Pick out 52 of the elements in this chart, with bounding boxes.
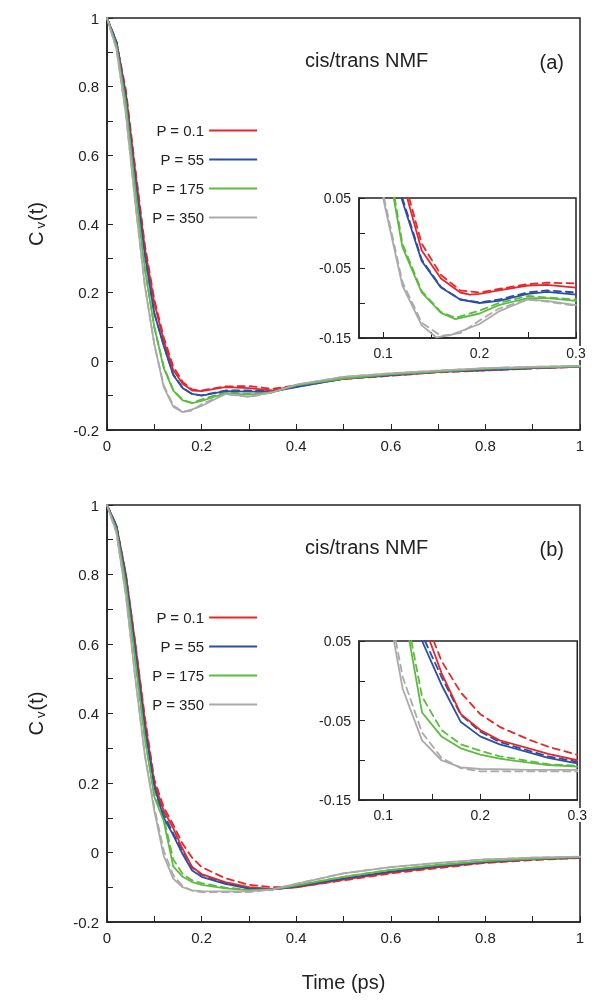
- y-axis-title: Cv(t): [25, 202, 48, 246]
- y-tick-label: 0.6: [78, 635, 99, 653]
- x-tick-label: 0.3: [567, 807, 588, 823]
- annotation: (b): [539, 538, 565, 560]
- y-tick-label: 0.05: [323, 633, 352, 649]
- y-tick-label: 0.8: [78, 566, 99, 583]
- x-tick-label: 0.3: [566, 345, 586, 361]
- legend-label: P = 0.1: [156, 122, 205, 139]
- y-tick-label: 0.2: [78, 284, 99, 302]
- legend-label: P = 0.1: [156, 609, 205, 626]
- y-tick-label: -0.2: [73, 913, 99, 931]
- x-tick-label: 0.4: [285, 929, 307, 946]
- x-tick-label: 1: [575, 929, 585, 946]
- y-tick-label: -0.05: [319, 712, 352, 729]
- x-tick-label: 0.2: [191, 437, 213, 454]
- x-tick-label: 0.6: [380, 437, 402, 454]
- x-axis-title: Time (ps): [301, 971, 386, 993]
- x-tick-label: 0.2: [469, 345, 490, 361]
- x-tick-label: 0.1: [373, 345, 394, 361]
- x-tick-label: 0.1: [373, 807, 394, 823]
- legend-label: P = 175: [152, 667, 205, 684]
- legend-label: P = 55: [160, 151, 205, 168]
- x-tick-label: 0: [102, 929, 112, 946]
- y-tick-label: -0.15: [319, 330, 352, 346]
- y-tick-label: 0.8: [78, 78, 99, 96]
- x-tick-label: 0.8: [474, 929, 496, 946]
- x-tick-label: 1: [575, 437, 585, 454]
- x-tick-label: 0.6: [380, 929, 402, 946]
- y-tick-label: 0.6: [78, 146, 99, 164]
- y-tick-label: 0: [90, 844, 99, 861]
- legend-label: P = 175: [152, 180, 205, 197]
- annotation: cis/trans NMF: [305, 49, 429, 71]
- y-tick-label: 1: [90, 496, 99, 514]
- y-tick-label: 0.4: [78, 705, 99, 722]
- y-tick-label: 0.4: [78, 215, 99, 233]
- y-tick-label: -0.15: [319, 792, 352, 808]
- annotation: cis/trans NMF: [305, 536, 429, 558]
- annotation: (a): [539, 51, 565, 73]
- x-tick-label: 0.4: [285, 437, 307, 454]
- x-tick-label: 0.8: [474, 437, 496, 454]
- y-tick-label: 0.2: [78, 774, 99, 792]
- x-tick-label: 0.2: [470, 807, 491, 823]
- y-tick-label: 0.05: [323, 190, 352, 206]
- x-tick-label: 0.2: [191, 929, 213, 946]
- legend-label: P = 350: [152, 209, 205, 226]
- x-tick-label: 0: [102, 437, 112, 454]
- y-tick-label: -0.05: [319, 260, 352, 276]
- y-tick-label: -0.2: [73, 421, 99, 439]
- y-axis-title: Cv(t): [25, 691, 48, 736]
- y-tick-label: 1: [90, 9, 99, 27]
- legend-label: P = 55: [160, 638, 205, 655]
- legend-label: P = 350: [152, 696, 205, 713]
